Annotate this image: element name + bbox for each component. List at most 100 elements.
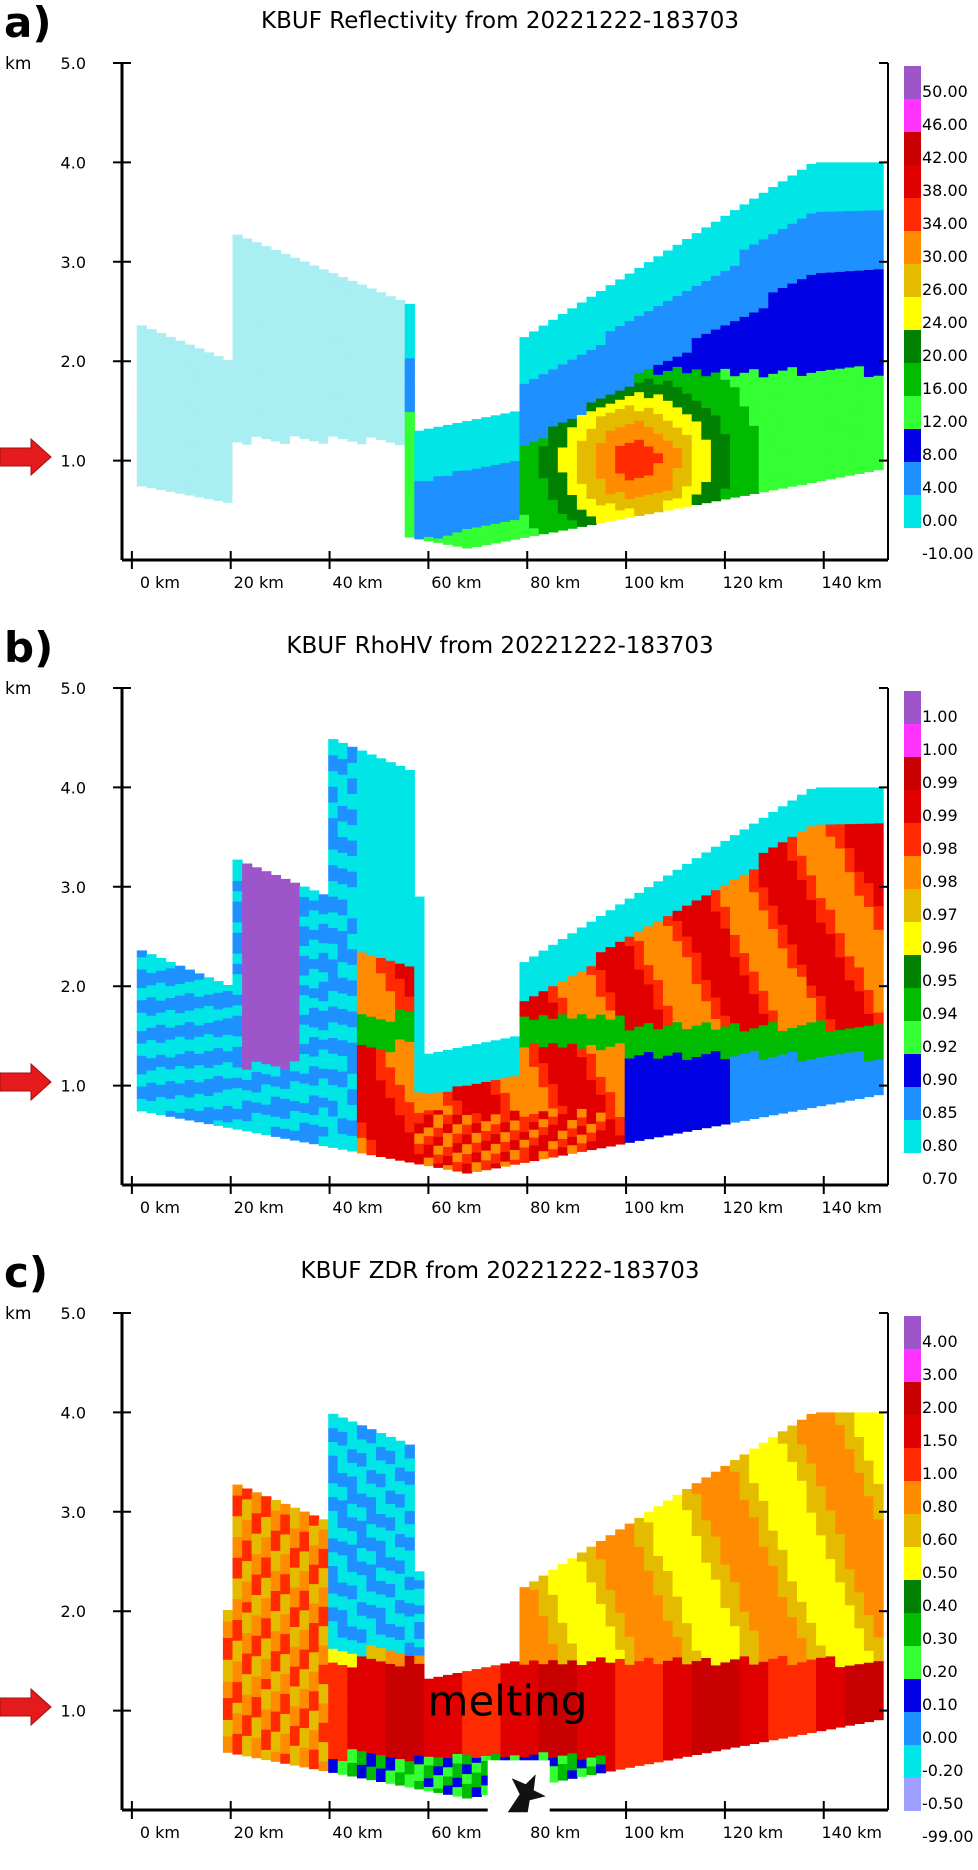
colorbar-label: 0.85 (922, 1103, 958, 1122)
colorbar-swatch (904, 1021, 921, 1054)
colorbar-label: 0.96 (922, 938, 958, 957)
y-tick-label: 1.0 (61, 1077, 86, 1096)
colorbar-swatch (904, 922, 921, 955)
colorbar-label: 1.00 (922, 740, 958, 759)
colorbar-label: 16.00 (922, 379, 968, 398)
colorbar-swatch (904, 1514, 921, 1547)
colorbar-swatch (904, 1778, 921, 1811)
colorbar-swatch (904, 1120, 921, 1153)
x-tick-label: 60 km (431, 1198, 481, 1217)
y-tick-label: 5.0 (61, 679, 86, 698)
y-tick-label: 4.0 (61, 1403, 86, 1422)
x-tick-label: 0 km (140, 1823, 180, 1842)
x-tick-label: 140 km (822, 573, 882, 592)
colorbar-label: 8.00 (922, 445, 958, 464)
colorbar-swatch (904, 1745, 921, 1778)
x-tick-label: 120 km (723, 1823, 783, 1842)
colorbar-label: 0.20 (922, 1662, 958, 1681)
x-tick-label: 40 km (332, 573, 382, 592)
x-tick-label: 80 km (530, 573, 580, 592)
x-tick-label: 40 km (332, 1823, 382, 1842)
colorbar-swatch (904, 429, 921, 462)
colorbar-swatch (904, 462, 921, 495)
height-indicator-arrow (0, 1062, 52, 1102)
colorbar-label: 30.00 (922, 247, 968, 266)
y-tick-label: 2.0 (61, 1602, 86, 1621)
x-tick-label: 60 km (431, 1823, 481, 1842)
colorbar-label: 4.00 (922, 1332, 958, 1351)
colorbar-swatch (904, 264, 921, 297)
colorbar-swatch (904, 198, 921, 231)
height-indicator-arrow (0, 1687, 52, 1727)
radar-field (137, 162, 884, 548)
x-tick-label: 20 km (234, 573, 284, 592)
y-tick-label: 3.0 (61, 1503, 86, 1522)
colorbar-swatch (904, 889, 921, 922)
y-tick-label: 5.0 (61, 54, 86, 73)
colorbar-swatch (904, 165, 921, 198)
colorbar-swatch (904, 1382, 921, 1415)
colorbar-label: -99.00 (922, 1827, 974, 1846)
colorbar-swatch (904, 1316, 921, 1349)
colorbar-swatch (904, 724, 921, 757)
colorbar-swatch (904, 1481, 921, 1514)
colorbar-swatch (904, 1415, 921, 1448)
colorbar-swatch (904, 495, 921, 528)
colorbar-label: 20.00 (922, 346, 968, 365)
colorbar-label: -0.50 (922, 1794, 963, 1813)
colorbar-swatch (904, 790, 921, 823)
x-tick-label: 100 km (624, 1198, 684, 1217)
colorbar-swatch (904, 1580, 921, 1613)
radar-field (223, 1412, 884, 1798)
colorbar-label: 0.92 (922, 1037, 958, 1056)
x-tick-label: 20 km (234, 1823, 284, 1842)
y-tick-label: 3.0 (61, 878, 86, 897)
y-tick-label: 1.0 (61, 452, 86, 471)
x-tick-label: 0 km (140, 1198, 180, 1217)
colorbar-swatch (904, 691, 921, 724)
colorbar-swatch (904, 955, 921, 988)
x-tick-label: 80 km (530, 1823, 580, 1842)
colorbar-label: 2.00 (922, 1398, 958, 1417)
colorbar-label: 0.97 (922, 905, 958, 924)
colorbar-label: 0.95 (922, 971, 958, 990)
colorbar-swatch (904, 132, 921, 165)
x-tick-label: 20 km (234, 1198, 284, 1217)
colorbar-label: 0.99 (922, 773, 958, 792)
colorbar-label: 0.60 (922, 1530, 958, 1549)
colorbar-label: 0.70 (922, 1169, 958, 1188)
y-tick-label: 2.0 (61, 352, 86, 371)
colorbar-label: 1.00 (922, 707, 958, 726)
y-tick-label: 3.0 (61, 253, 86, 272)
colorbar-label: 0.80 (922, 1136, 958, 1155)
melting-annotation: melting (428, 1677, 588, 1726)
colorbar-swatch (904, 856, 921, 889)
y-tick-label: 4.0 (61, 153, 86, 172)
x-tick-label: 140 km (822, 1198, 882, 1217)
colorbar-swatch (904, 1349, 921, 1382)
colorbar-label: 0.10 (922, 1695, 958, 1714)
colorbar-swatch (904, 1646, 921, 1679)
colorbar-label: -10.00 (922, 544, 974, 563)
colorbar-label: 0.30 (922, 1629, 958, 1648)
colorbar-swatch (904, 330, 921, 363)
colorbar-label: 0.50 (922, 1563, 958, 1582)
colorbar-label: 0.40 (922, 1596, 958, 1615)
panel-b: b) KBUF RhoHV from 20221222-183703 km 5.… (0, 625, 978, 1245)
colorbar-swatch (904, 297, 921, 330)
y-tick-label: 1.0 (61, 1702, 86, 1721)
colorbar-label: 34.00 (922, 214, 968, 233)
colorbar-swatch (904, 66, 921, 99)
colorbar-label: 0.00 (922, 1728, 958, 1747)
colorbar-swatch (904, 1054, 921, 1087)
colorbar-swatch (904, 1087, 921, 1120)
x-tick-label: 0 km (140, 573, 180, 592)
colorbar-swatch (904, 231, 921, 264)
colorbar-swatch (904, 396, 921, 429)
colorbar-label: 0.99 (922, 806, 958, 825)
x-tick-label: 120 km (723, 1198, 783, 1217)
x-tick-label: 40 km (332, 1198, 382, 1217)
colorbar-label: 24.00 (922, 313, 968, 332)
colorbar-swatch (904, 363, 921, 396)
